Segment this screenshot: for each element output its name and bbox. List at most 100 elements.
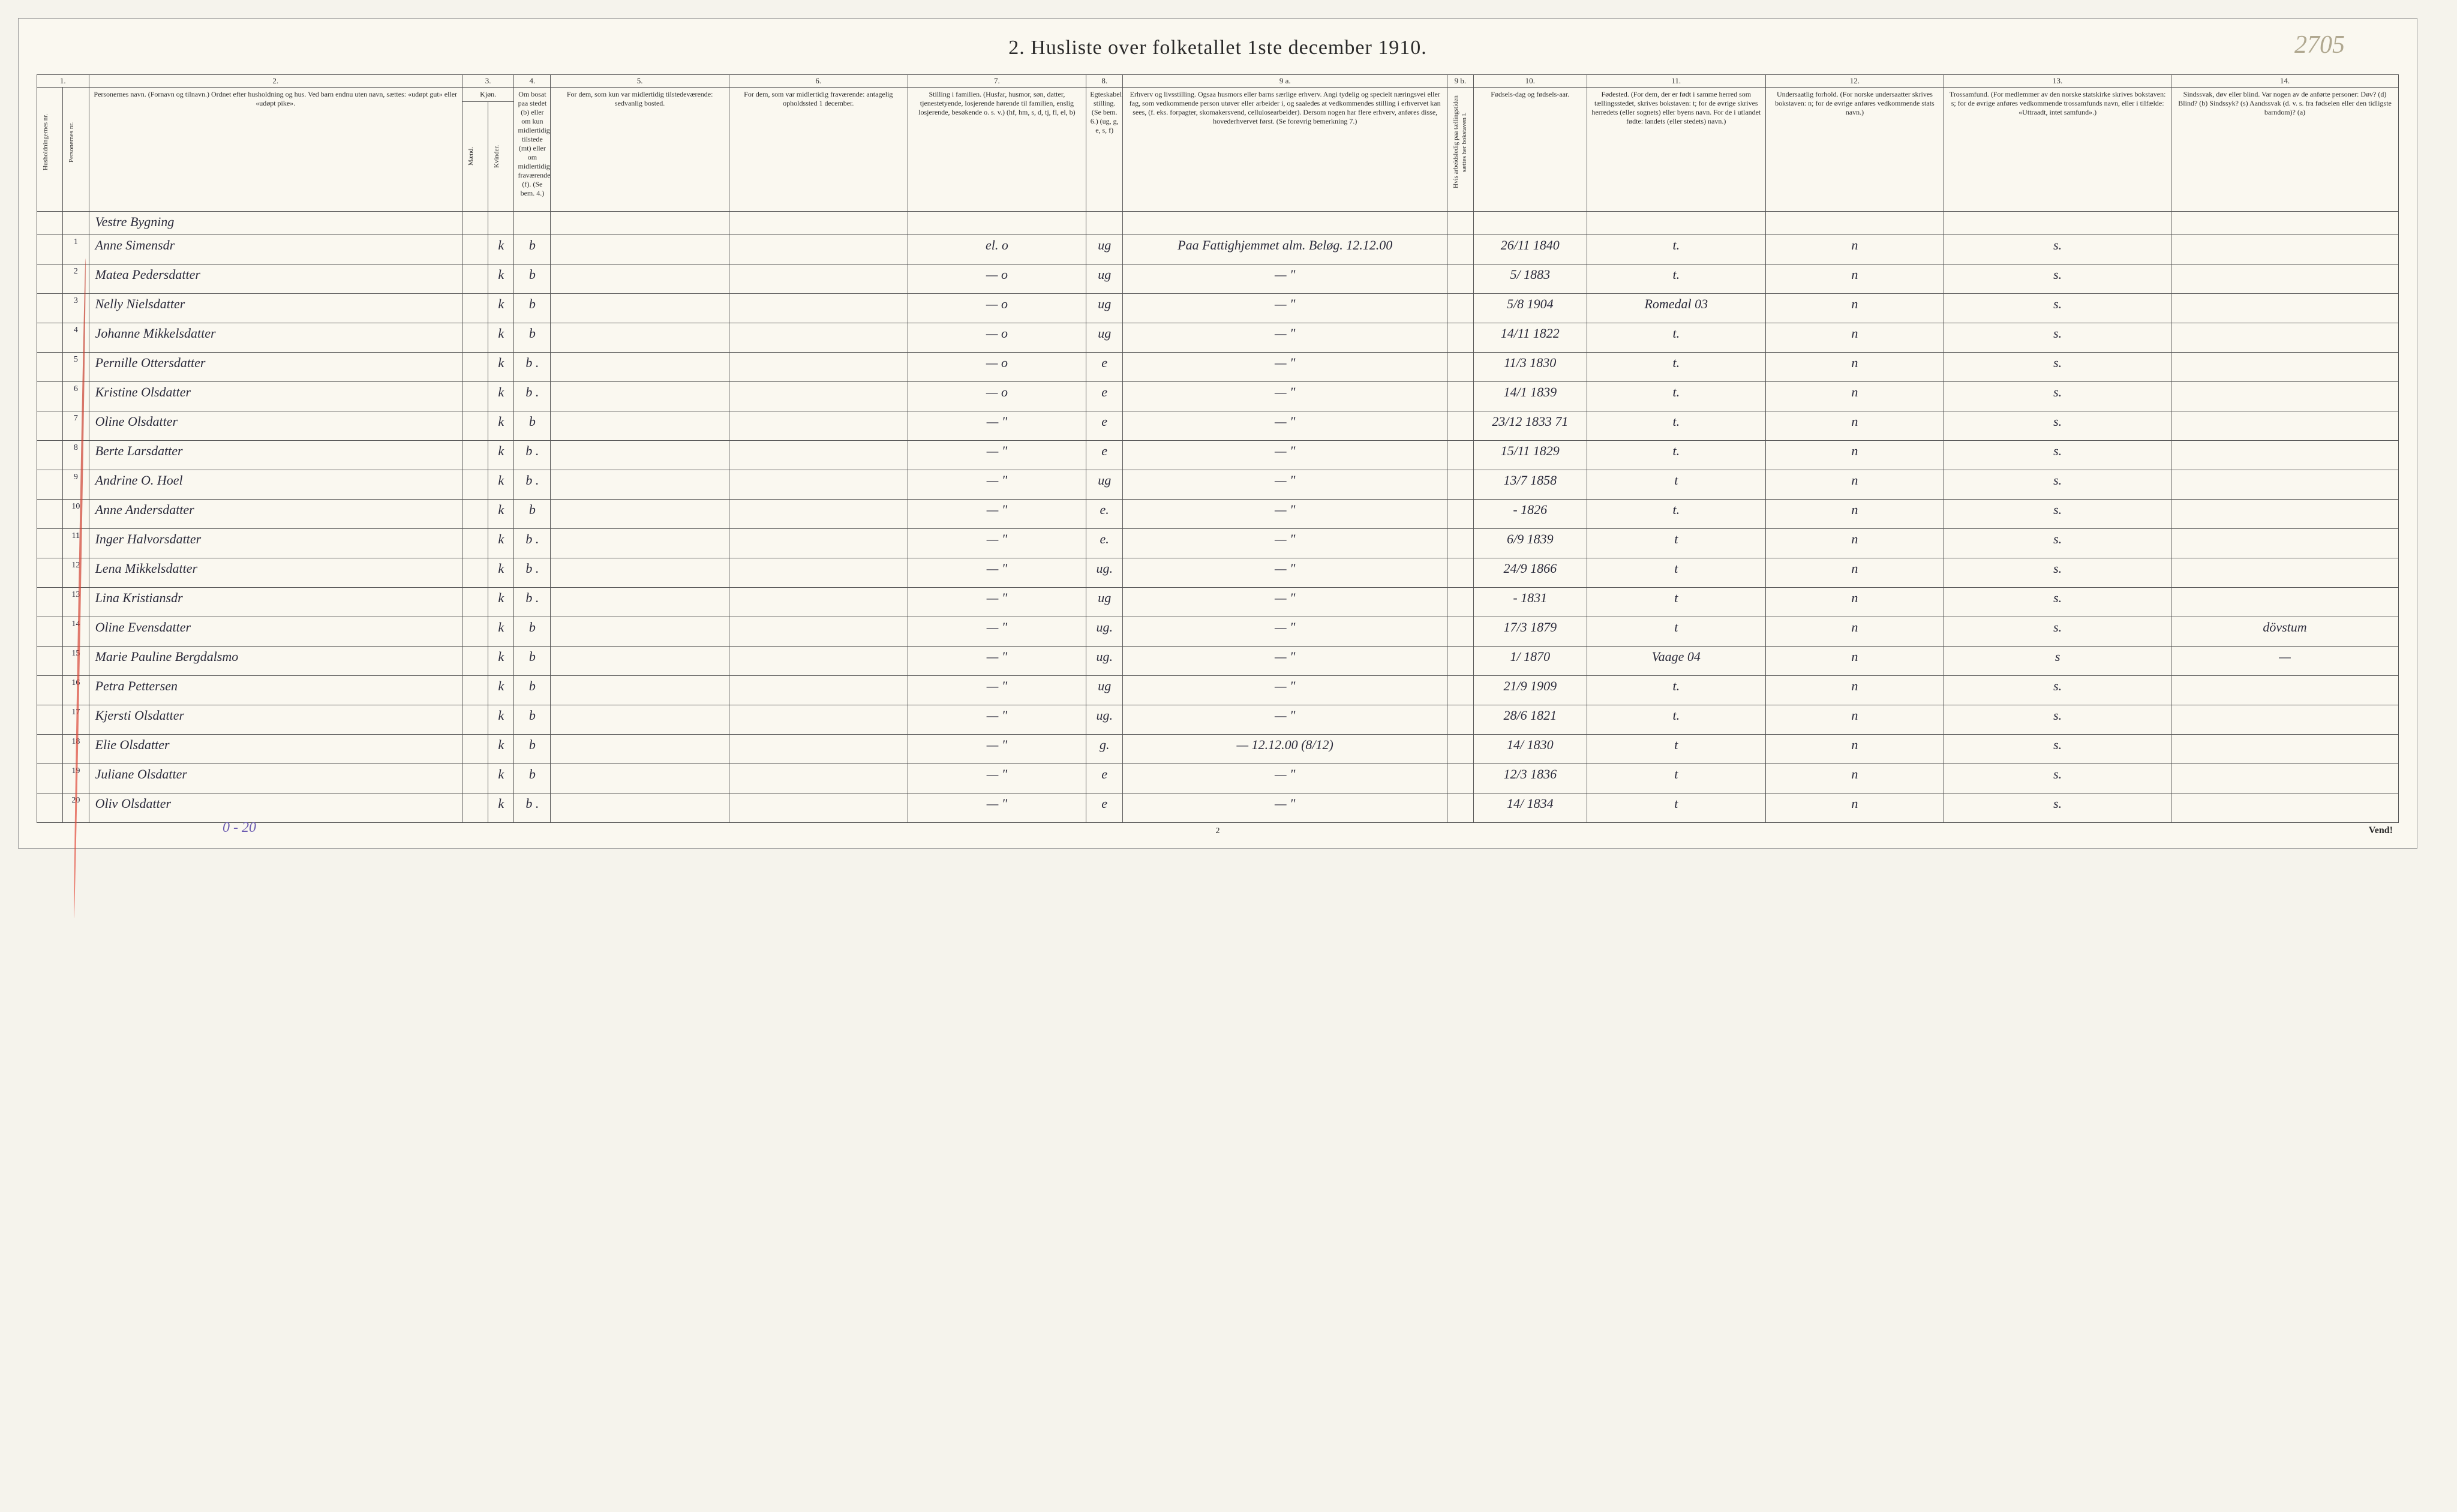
- cell: [551, 588, 729, 617]
- cell: [462, 411, 488, 441]
- cell: — ": [908, 470, 1086, 500]
- cell: — ": [908, 558, 1086, 588]
- cell: k: [488, 411, 514, 441]
- cell: — ": [908, 500, 1086, 529]
- cell: n: [1765, 676, 1944, 705]
- section-label: Vestre Bygning: [89, 212, 462, 235]
- cell: n: [1765, 793, 1944, 823]
- hdr-household-no: Husholdningernes nr.: [41, 90, 52, 194]
- colnum-5: 5.: [551, 75, 729, 88]
- cell: [729, 647, 908, 676]
- cell: — ": [1123, 558, 1447, 588]
- cell: n: [1765, 382, 1944, 411]
- cell: e.: [1086, 500, 1123, 529]
- cell: [729, 558, 908, 588]
- colnum-9b: 9 b.: [1447, 75, 1473, 88]
- cell: Marie Pauline Bergdalsmo: [89, 647, 462, 676]
- cell: s.: [1944, 294, 2171, 323]
- hdr-male: Mænd.: [466, 104, 477, 209]
- cell: t: [1587, 470, 1765, 500]
- cell: [551, 705, 729, 735]
- cell: n: [1765, 294, 1944, 323]
- cell: ug.: [1086, 647, 1123, 676]
- cell: 5/8 1904: [1473, 294, 1587, 323]
- cell: 5: [63, 353, 89, 382]
- hdr-religion: Trossamfund. (For medlemmer av den norsk…: [1944, 88, 2171, 212]
- cell: — ": [1123, 441, 1447, 470]
- cell: [729, 235, 908, 264]
- cell: [1447, 382, 1473, 411]
- cell: [1447, 411, 1473, 441]
- cell: n: [1765, 500, 1944, 529]
- cell: [1447, 294, 1473, 323]
- cell: [729, 411, 908, 441]
- cell: — ": [908, 735, 1086, 764]
- cell: — ": [908, 793, 1086, 823]
- cell: [729, 735, 908, 764]
- cell: 23/12 1833 71: [1473, 411, 1587, 441]
- cell: s.: [1944, 558, 2171, 588]
- cell: t: [1587, 588, 1765, 617]
- cell: k: [488, 705, 514, 735]
- cell: [2171, 294, 2399, 323]
- cell: — ": [1123, 323, 1447, 353]
- cell: s.: [1944, 676, 2171, 705]
- cell: 13: [63, 588, 89, 617]
- cell: k: [488, 793, 514, 823]
- cell: — ": [1123, 764, 1447, 793]
- cell: [37, 735, 63, 764]
- cell: n: [1765, 764, 1944, 793]
- cell: k: [488, 500, 514, 529]
- cell: k: [488, 647, 514, 676]
- cell: s.: [1944, 411, 2171, 441]
- cell: 11/3 1830: [1473, 353, 1587, 382]
- cell: t: [1587, 735, 1765, 764]
- cell: 1/ 1870: [1473, 647, 1587, 676]
- cell: [729, 264, 908, 294]
- cell: [729, 764, 908, 793]
- cell: s.: [1944, 500, 2171, 529]
- cell: s.: [1944, 441, 2171, 470]
- cell: [1447, 793, 1473, 823]
- cell: [462, 323, 488, 353]
- cell: [551, 323, 729, 353]
- cell: [462, 264, 488, 294]
- cell: [551, 382, 729, 411]
- cell: Johanne Mikkelsdatter: [89, 323, 462, 353]
- cell: [729, 676, 908, 705]
- cell: [462, 558, 488, 588]
- table-row: 1Anne Simensdrkbel. ougPaa Fattighjemmet…: [37, 235, 2399, 264]
- cell: — o: [908, 382, 1086, 411]
- cell: n: [1765, 353, 1944, 382]
- cell: [1447, 264, 1473, 294]
- cell: [462, 764, 488, 793]
- cell: — ": [1123, 676, 1447, 705]
- cell: k: [488, 764, 514, 793]
- cell: dövstum: [2171, 617, 2399, 647]
- cell: [551, 558, 729, 588]
- table-header: 1. 2. 3. 4. 5. 6. 7. 8. 9 a. 9 b. 10. 11…: [37, 75, 2399, 212]
- table-row: 5Pernille Ottersdatterkb .— oe— "11/3 18…: [37, 353, 2399, 382]
- cell: — ": [1123, 793, 1447, 823]
- cell: 13/7 1858: [1473, 470, 1587, 500]
- cell: n: [1765, 411, 1944, 441]
- hdr-birthdate: Fødsels-dag og fødsels-aar.: [1473, 88, 1587, 212]
- cell: [551, 500, 729, 529]
- section-row: Vestre Bygning: [37, 212, 2399, 235]
- cell: — ": [908, 705, 1086, 735]
- cell: n: [1765, 617, 1944, 647]
- cell: Oline Evensdatter: [89, 617, 462, 647]
- cell: b: [514, 764, 551, 793]
- cell: — ": [1123, 705, 1447, 735]
- cell: [729, 382, 908, 411]
- cell: e.: [1086, 529, 1123, 558]
- table-row: 16Petra Pettersenkb— "ug— "21/9 1909t.ns…: [37, 676, 2399, 705]
- cell: k: [488, 558, 514, 588]
- cell: [37, 617, 63, 647]
- cell: k: [488, 323, 514, 353]
- cell: 21/9 1909: [1473, 676, 1587, 705]
- cell: b: [514, 411, 551, 441]
- hdr-unemployed: Hvis arbeidsledig paa tællingstiden sætt…: [1451, 90, 1470, 194]
- cell: [462, 735, 488, 764]
- cell: [729, 294, 908, 323]
